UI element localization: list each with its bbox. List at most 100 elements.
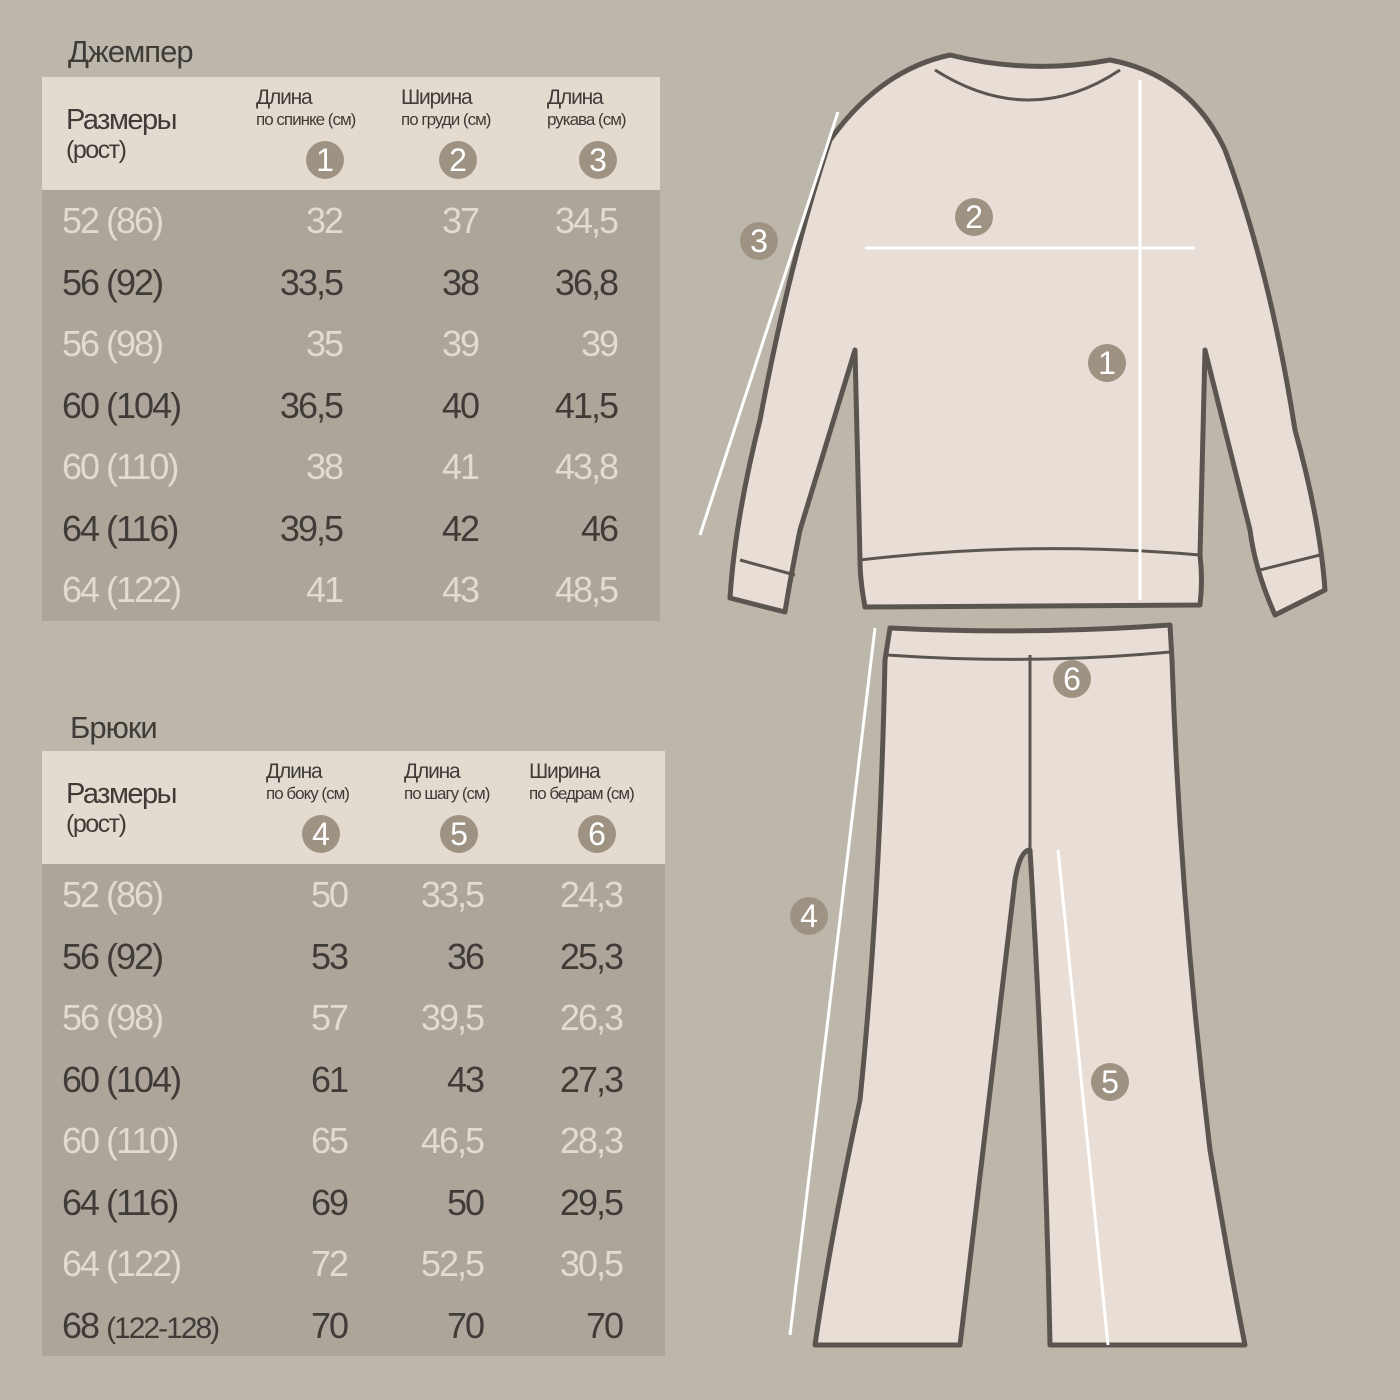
diagram-badge-4: 4: [790, 897, 828, 935]
value-cell: 33,5: [420, 874, 485, 915]
value-cell: 52,5: [420, 1243, 485, 1284]
column-header: Длина по спинке (см): [256, 86, 356, 131]
size-sub: (рост): [66, 136, 127, 164]
table-row: 56 (98) 57 39,5 26,3: [42, 987, 665, 1049]
value-cell: 43,8: [554, 446, 619, 487]
column-label: Ширина: [529, 760, 601, 783]
column-header: Длина по шагу (см): [404, 760, 490, 805]
value-cell: 39: [441, 323, 480, 364]
size-cell: 56 (98): [62, 997, 164, 1038]
value-cell: 39,5: [420, 997, 485, 1038]
value-cell: 69: [310, 1181, 349, 1223]
value-cell: 46: [580, 507, 619, 549]
size-sub: (рост): [66, 810, 127, 838]
diagram-badge-6: 6: [1053, 660, 1091, 698]
value-cell: 36: [446, 935, 485, 977]
column-label: Ширина: [401, 86, 473, 109]
value-cell: 48,5: [554, 569, 619, 610]
diagram-badge-1: 1: [1088, 344, 1126, 382]
value-cell: 46,5: [420, 1120, 485, 1161]
column-header: Длина рукава (см): [547, 87, 627, 131]
column-header: Длина по боку (см): [266, 760, 350, 805]
value-cell: 39,5: [279, 507, 344, 549]
column-badge: 5: [440, 815, 478, 853]
pants-illustration: [812, 622, 1248, 1348]
value-cell: 70: [310, 1304, 349, 1346]
table-row: 64 (122) 41 43 48,5: [42, 559, 660, 621]
size-cell: 56 (98): [62, 323, 164, 364]
value-cell: 50: [310, 874, 349, 915]
value-cell: 37: [441, 200, 480, 241]
size-cell: 60 (110): [62, 1120, 179, 1161]
value-cell: 61: [310, 1058, 349, 1100]
jumper-title: Джемпер: [68, 34, 194, 69]
value-cell: 33,5: [279, 261, 344, 303]
value-cell: 50: [446, 1181, 485, 1223]
value-cell: 57: [310, 997, 349, 1038]
column-badge: 3: [579, 141, 617, 179]
column-label: Длина: [404, 760, 461, 783]
column-sub: по боку (см): [266, 784, 350, 803]
table-header: Размеры (рост) Длина по спинке (см) 1 Ширина…: [42, 77, 660, 190]
value-cell: 29,5: [559, 1181, 624, 1223]
value-cell: 70: [585, 1304, 624, 1346]
size-cell: 64 (116): [62, 507, 179, 549]
table-row: 60 (104) 36,5 40 41,5: [42, 375, 660, 437]
column-sub: по спинке (см): [256, 110, 356, 129]
column-badge: 4: [302, 815, 340, 853]
table-row: 56 (98) 35 39 39: [42, 313, 660, 375]
jumper-illustration: [727, 52, 1328, 618]
size-cell: 52 (86): [62, 874, 164, 915]
table-row: 60 (110) 65 46,5 28,3: [42, 1110, 665, 1172]
column-badge: 2: [439, 141, 477, 179]
value-cell: 39: [580, 323, 619, 364]
value-cell: 36,8: [554, 261, 619, 303]
value-cell: 34,5: [554, 200, 619, 241]
table-row: 52 (86) 50 33,5 24,3: [42, 864, 665, 926]
value-cell: 43: [446, 1058, 485, 1100]
value-cell: 36,5: [279, 384, 344, 426]
column-sub: по шагу (см): [404, 784, 490, 803]
column-header: Ширина по бедрам (см): [529, 760, 635, 805]
table-row: 64 (116) 39,5 42 46: [42, 498, 660, 560]
size-header: Размеры (рост): [66, 104, 178, 165]
size-cell: 68 (122-128): [62, 1304, 220, 1346]
value-cell: 38: [441, 261, 480, 303]
size-cell: 52 (86): [62, 200, 164, 241]
value-cell: 40: [441, 384, 480, 426]
size-label: Размеры: [66, 778, 178, 810]
jumper-size-table: Размеры (рост) Длина по спинке (см) 1 Ширина…: [42, 77, 660, 621]
value-cell: 70: [446, 1304, 485, 1346]
table-row: 56 (92) 33,5 38 36,8: [42, 252, 660, 314]
size-cell: 60 (104): [62, 384, 182, 426]
value-cell: 32: [305, 200, 344, 241]
diagram-badge-5: 5: [1091, 1063, 1129, 1101]
value-cell: 27,3: [559, 1058, 624, 1100]
table-row: 68 (122-128) 70 70 70: [42, 1295, 665, 1357]
value-cell: 41,5: [554, 384, 619, 426]
value-cell: 43: [441, 569, 480, 610]
value-cell: 53: [310, 935, 349, 977]
value-cell: 25,3: [559, 935, 624, 977]
size-cell: 56 (92): [62, 261, 164, 303]
column-label: Длина: [256, 86, 313, 109]
size-cell: 64 (116): [62, 1181, 179, 1223]
size-cell: 60 (104): [62, 1058, 182, 1100]
size-cell: 64 (122): [62, 1243, 182, 1284]
value-cell: 41: [305, 569, 344, 610]
column-label: Длина: [266, 760, 323, 783]
size-cell: 56 (92): [62, 935, 164, 977]
value-cell: 28,3: [559, 1120, 624, 1161]
size-label: Размеры: [66, 104, 178, 136]
table-header: Размеры (рост) Длина по боку (см) 4 Длина по …: [42, 751, 665, 864]
table-row: 60 (110) 38 41 43,8: [42, 436, 660, 498]
value-cell: 65: [310, 1120, 349, 1161]
measure-lines: [698, 80, 1195, 1346]
pants-title: Брюки: [70, 710, 158, 745]
table-row: 60 (104) 61 43 27,3: [42, 1049, 665, 1111]
value-cell: 38: [305, 446, 344, 487]
size-header: Размеры (рост): [66, 778, 178, 839]
column-sub: рукава (см): [547, 110, 627, 129]
column-badge: 6: [578, 815, 616, 853]
